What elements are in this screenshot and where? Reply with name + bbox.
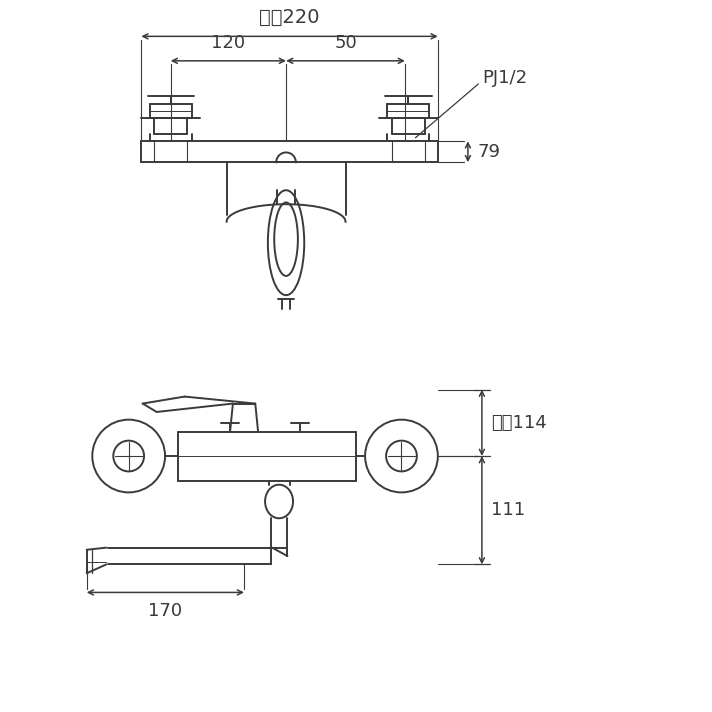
Text: 最大114: 最大114: [491, 414, 547, 431]
Text: PJ1/2: PJ1/2: [482, 69, 527, 88]
Text: 111: 111: [491, 501, 525, 519]
Text: 最大220: 最大220: [259, 9, 320, 27]
Text: 120: 120: [211, 33, 246, 52]
Text: 79: 79: [477, 142, 500, 161]
Text: 50: 50: [334, 33, 357, 52]
Text: 170: 170: [148, 602, 182, 619]
